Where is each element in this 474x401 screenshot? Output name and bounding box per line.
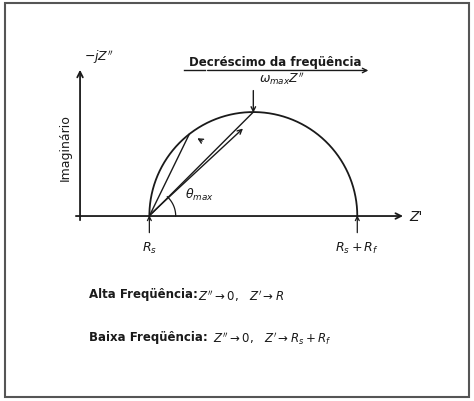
Text: Z': Z' xyxy=(409,209,423,223)
Text: Baixa Freqüência:: Baixa Freqüência: xyxy=(89,330,208,343)
Text: Decréscimo da freqüência: Decréscimo da freqüência xyxy=(189,56,366,69)
Text: $\omega_{max}Z''$: $\omega_{max}Z''$ xyxy=(259,70,305,87)
Text: $Z'' \rightarrow 0$,   $Z' \rightarrow R$: $Z'' \rightarrow 0$, $Z' \rightarrow R$ xyxy=(191,288,284,303)
Text: $\theta_{max}$: $\theta_{max}$ xyxy=(185,187,214,203)
Text: Alta Freqüência:: Alta Freqüência: xyxy=(89,288,198,300)
Text: $-jZ''$: $-jZ''$ xyxy=(83,48,114,66)
Text: $R_s$: $R_s$ xyxy=(142,241,157,256)
Text: Imaginário: Imaginário xyxy=(58,114,71,181)
Text: $R_s + R_f$: $R_s + R_f$ xyxy=(336,241,379,256)
Text: $Z'' \rightarrow 0$,   $Z' \rightarrow R_s + R_f$: $Z'' \rightarrow 0$, $Z' \rightarrow R_s… xyxy=(206,330,332,346)
